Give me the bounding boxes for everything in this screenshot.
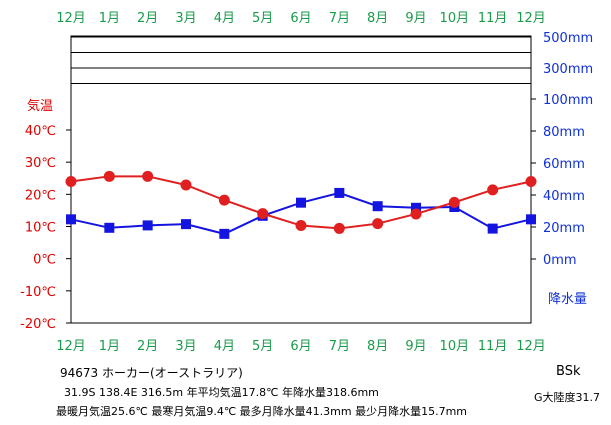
month-label-bottom: 9月 [405,339,426,354]
month-label-bottom: 8月 [367,339,388,354]
precipitation-tick-label: 40mm [543,189,585,204]
month-label-top: 3月 [175,11,196,26]
month-label-bottom: 11月 [478,339,508,354]
precipitation-tick-label: 20mm [543,221,585,236]
precipitation-point [372,201,383,212]
temperature-point [257,208,269,220]
month-label-top: 10月 [440,11,470,26]
month-label-bottom: 5月 [252,339,273,354]
temperature-tick-label: 10℃ [25,221,56,236]
temperature-point [448,196,460,208]
precipitation-point [411,202,421,213]
temperature-point [65,175,77,187]
month-label-top: 5月 [252,11,273,26]
month-label-bottom: 4月 [214,339,235,354]
temperature-axis-title: 気温 [27,98,53,114]
temperature-point [525,175,537,187]
month-label-top: 7月 [329,11,350,26]
precipitation-tick-label: 100mm [543,93,593,108]
month-label-top: 4月 [214,11,235,26]
month-label-top: 2月 [137,11,158,26]
temperature-point [487,184,499,196]
climate-class: BSk [556,364,581,379]
temperature-point [218,194,230,206]
month-label-top: 8月 [367,11,388,26]
precipitation-point [104,222,115,233]
temperature-point [180,179,192,191]
temperature-tick-label: 30℃ [25,156,56,171]
month-label-bottom: 7月 [329,339,350,354]
temperature-point [295,220,307,232]
precipitation-point [296,197,306,208]
month-label-top: 6月 [290,11,311,26]
station-stats: 31.9S 138.4E 316.5m 年平均気温17.8℃ 年降水量318.6… [64,386,379,399]
temperature-axis: 気温 40℃ 30℃ 20℃ 10℃ 0℃ -10℃ -20℃ [20,98,71,332]
precipitation-point [526,214,536,225]
temperature-point [142,170,154,182]
precipitation-point [66,214,76,225]
temperature-tick-label: 0℃ [33,253,56,268]
month-label-bottom: 3月 [175,339,196,354]
month-label-bottom: 1月 [99,339,120,354]
month-label-bottom: 12月 [56,339,86,354]
temperature-tick-label: -10℃ [20,285,56,300]
precipitation-point [181,219,191,230]
chart-series [65,170,537,239]
month-labels-top: 12月 1月 2月 3月 4月 5月 6月 7月 8月 9月 10月 11月 12月 [56,11,546,26]
precipitation-axis-title: 降水量 [548,292,587,307]
precipitation-tick-label: 0mm [543,253,577,268]
month-labels-bottom: 12月 1月 2月 3月 4月 5月 6月 7月 8月 9月 10月 11月 12月 [56,339,546,354]
temperature-point [372,218,384,230]
precipitation-point [487,223,498,234]
temperature-tick-label: 40℃ [25,124,56,139]
station-extremes: 最暖月気温25.6℃ 最寒月気温9.4℃ 最多月降水量41.3mm 最少月降水量… [56,405,468,418]
month-label-top: 1月 [99,11,120,26]
month-label-bottom: 6月 [290,339,311,354]
chart-gridlines [70,35,532,324]
precipitation-point [142,220,153,231]
precipitation-point [334,187,345,198]
month-label-top: 12月 [56,11,86,26]
month-label-bottom: 12月 [516,339,546,354]
temperature-point [103,170,115,182]
temperature-tick-label: 20℃ [25,188,56,203]
temperature-point [333,222,345,234]
month-label-bottom: 2月 [137,339,158,354]
month-label-top: 11月 [478,11,508,26]
month-label-top: 9月 [405,11,426,26]
temperature-tick-label: -20℃ [20,317,56,332]
plot-frame [70,35,532,324]
temperature-point [410,208,422,220]
precipitation-tick-label: 500mm [543,31,593,46]
continentality-index: G大陸度31.7 [534,391,601,404]
precipitation-tick-label: 80mm [543,125,585,140]
precipitation-tick-label: 300mm [543,62,593,77]
precipitation-tick-label: 60mm [543,157,585,172]
precipitation-point [219,228,230,239]
month-label-bottom: 10月 [440,339,470,354]
precipitation-axis: 0mm 20mm 40mm 60mm 80mm 100mm 300mm 500mm 降水量 [531,31,593,307]
month-label-top: 12月 [516,11,546,26]
station-name: 94673 ホーカー(オーストラリア) [60,366,243,380]
